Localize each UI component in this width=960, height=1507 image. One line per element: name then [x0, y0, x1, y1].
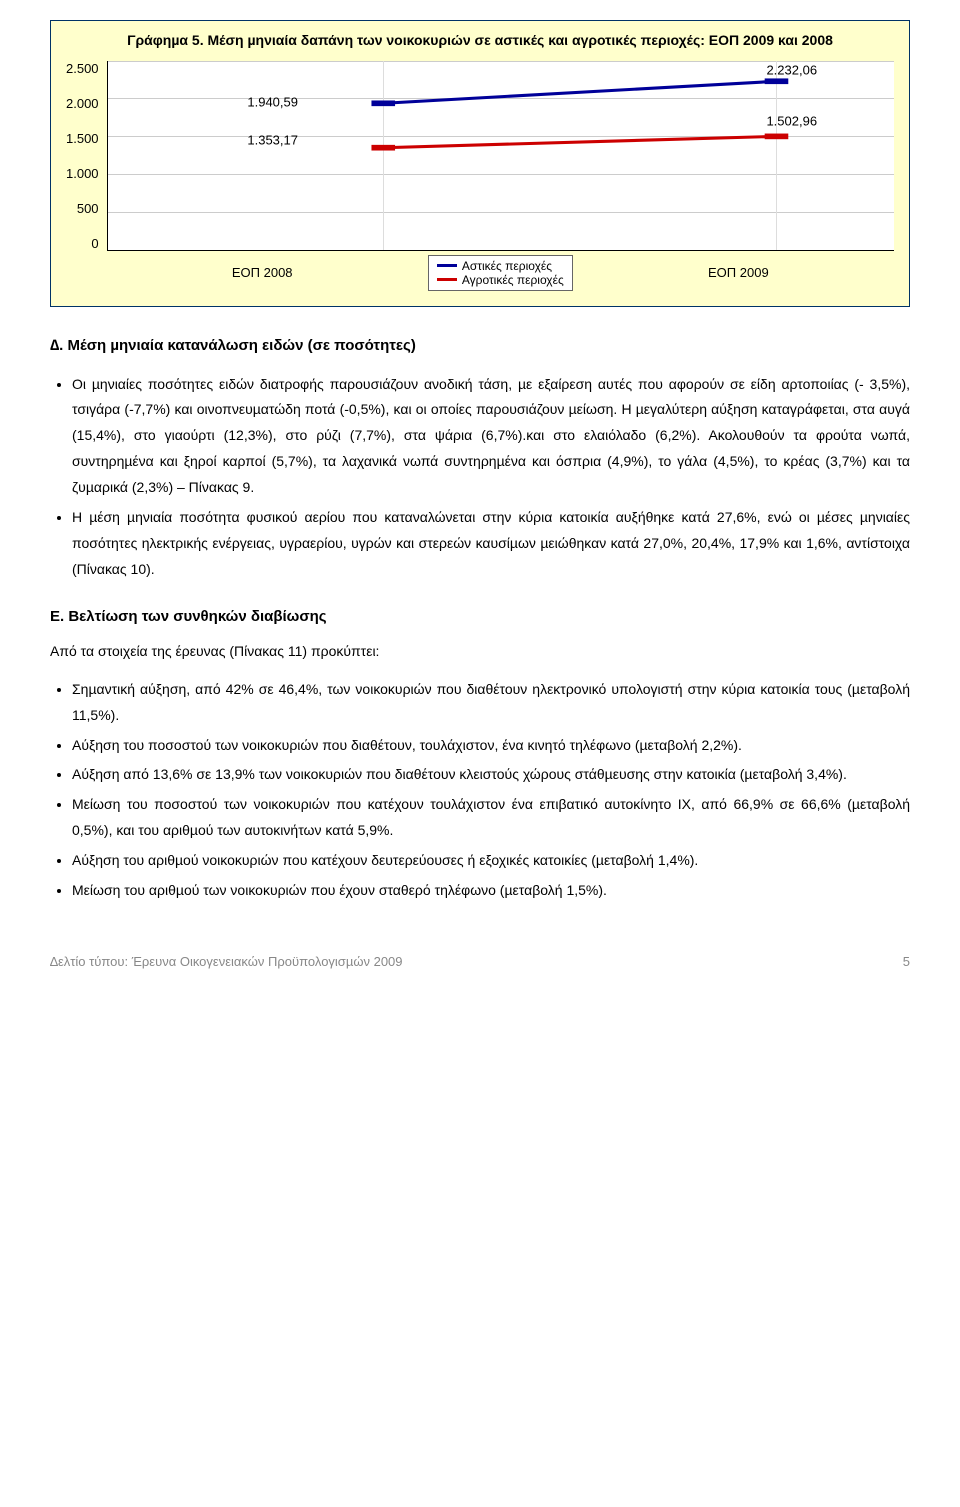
chart-body: 2.500 2.000 1.500 1.000 500 0	[66, 61, 894, 291]
list-item: Σηµαντική αύξηση, από 42% σε 46,4%, των …	[72, 677, 910, 729]
y-tick: 2.000	[66, 96, 99, 111]
y-tick: 1.500	[66, 131, 99, 146]
section-e-list: Σηµαντική αύξηση, από 42% σε 46,4%, των …	[50, 677, 910, 904]
list-item: Οι µηνιαίες ποσότητες ειδών διατροφής πα…	[72, 372, 910, 501]
legend-label: Αστικές περιοχές	[462, 259, 552, 273]
section-d-heading: ∆. Μέση µηνιαία κατανάλωση ειδών (σε ποσ…	[50, 337, 910, 354]
list-item: Η µέση µηνιαία ποσότητα φυσικού αερίου π…	[72, 505, 910, 583]
section-e-heading: Ε. Βελτίωση των συνθηκών διαβίωσης	[50, 608, 910, 625]
y-tick: 1.000	[66, 166, 99, 181]
footer-page: 5	[903, 954, 910, 969]
footer-left: ∆ελτίο τύπου: Έρευνα Οικογενειακών Προϋπ…	[50, 954, 403, 969]
legend: Αστικές περιοχές Αγροτικές περιοχές	[428, 255, 573, 291]
chart-lines	[108, 61, 894, 250]
data-label: 1.502,96	[766, 114, 817, 129]
x-axis: ΕΟΠ 2008 Αστικές περιοχές Αγροτικές περι…	[107, 255, 894, 291]
x-label: ΕΟΠ 2008	[107, 265, 418, 280]
plot-wrap: 1.940,59 2.232,06 1.353,17 1.502,96 ΕΟΠ …	[107, 61, 894, 291]
list-item: Μείωση του ποσοστού των νοικοκυριών που …	[72, 792, 910, 844]
y-tick: 2.500	[66, 61, 99, 76]
legend-swatch-blue	[437, 264, 457, 267]
list-item: Αύξηση του αριθµού νοικοκυριών που κατέχ…	[72, 848, 910, 874]
legend-item: Αστικές περιοχές	[437, 259, 564, 273]
data-label: 1.353,17	[247, 132, 298, 147]
legend-item: Αγροτικές περιοχές	[437, 273, 564, 287]
footer: ∆ελτίο τύπου: Έρευνα Οικογενειακών Προϋπ…	[50, 954, 910, 969]
section-e-intro: Από τα στοιχεία της έρευνας (Πίνακας 11)…	[50, 643, 910, 659]
plot-area: 1.940,59 2.232,06 1.353,17 1.502,96	[107, 61, 894, 251]
legend-label: Αγροτικές περιοχές	[462, 273, 564, 287]
chart-title: Γράφηµα 5. Μέση µηνιαία δαπάνη των νοικο…	[66, 31, 894, 51]
list-item: Μείωση του αριθµού των νοικοκυριών που έ…	[72, 878, 910, 904]
list-item: Αύξηση του ποσοστού των νοικοκυριών που …	[72, 733, 910, 759]
x-label: ΕΟΠ 2009	[583, 265, 894, 280]
list-item: Αύξηση από 13,6% σε 13,9% των νοικοκυριώ…	[72, 762, 910, 788]
legend-swatch-red	[437, 278, 457, 281]
data-label: 1.940,59	[247, 95, 298, 110]
data-label: 2.232,06	[766, 63, 817, 78]
y-tick: 500	[66, 201, 99, 216]
chart-5: Γράφηµα 5. Μέση µηνιαία δαπάνη των νοικο…	[50, 20, 910, 307]
y-tick: 0	[66, 236, 99, 251]
section-d-list: Οι µηνιαίες ποσότητες ειδών διατροφής πα…	[50, 372, 910, 583]
y-axis: 2.500 2.000 1.500 1.000 500 0	[66, 61, 107, 251]
